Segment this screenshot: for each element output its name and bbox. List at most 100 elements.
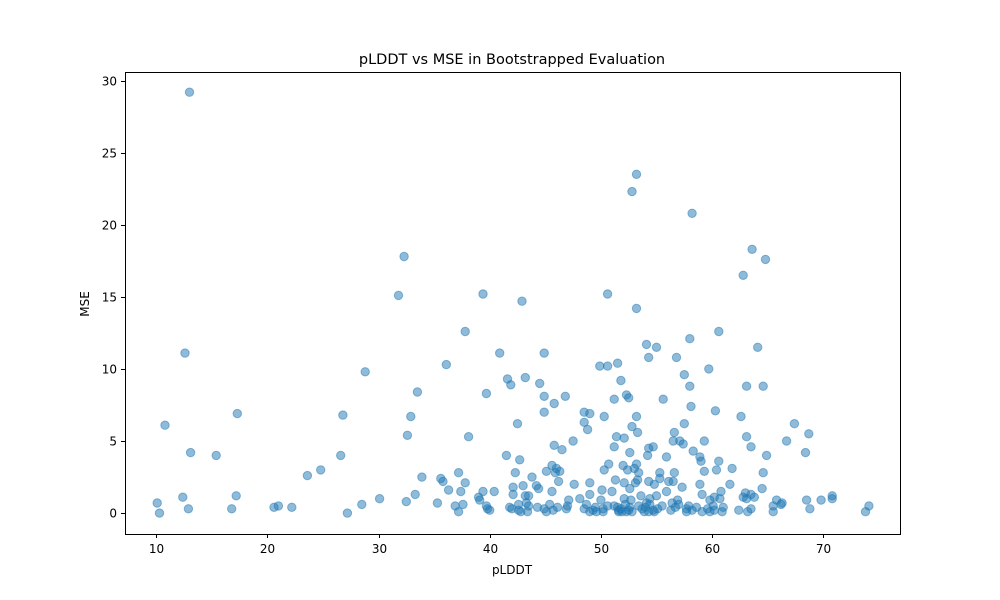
scatter-point: [622, 465, 633, 475]
scatter-point: [510, 468, 520, 478]
scatter-point: [609, 394, 619, 404]
scatter-point: [517, 296, 527, 306]
scatter-point: [561, 504, 572, 514]
scatter-point: [585, 408, 595, 419]
scatter-point: [360, 367, 370, 377]
scatter-point: [539, 391, 549, 401]
scatter-point: [154, 508, 165, 518]
scatter-point: [661, 486, 672, 497]
scatter-point: [402, 430, 413, 440]
scatter-point: [671, 352, 682, 363]
scatter-point: [357, 499, 367, 510]
scatter-point: [725, 479, 735, 489]
scatter-point: [757, 483, 767, 494]
scatter-point: [180, 348, 190, 358]
y-tick-label: 30: [102, 75, 117, 89]
scatter-point: [642, 450, 653, 461]
scatter-point: [685, 381, 695, 391]
scatter-point: [560, 391, 570, 401]
scatter-point: [678, 439, 688, 449]
scatter-point: [681, 507, 692, 517]
scatter-point: [598, 507, 608, 517]
y-axis-ticks: 0 5 10 15 20 25 30: [102, 75, 125, 521]
scatter-point: [760, 254, 771, 265]
scatter-point: [627, 421, 637, 432]
scatter-point: [789, 419, 800, 429]
scatter-point: [412, 387, 423, 397]
scatter-point: [557, 445, 567, 455]
scatter-point: [741, 432, 752, 442]
scatter-point: [539, 348, 549, 358]
scatter-point: [776, 499, 786, 510]
scatter-point: [478, 289, 488, 299]
scatter-point: [686, 401, 696, 412]
x-tick-label: 50: [594, 542, 609, 556]
chart-title: pLDDT vs MSE in Bootstrapped Evaluation: [359, 52, 665, 68]
scatter-point: [631, 411, 642, 422]
scatter-point: [539, 407, 549, 417]
y-tick-label: 5: [109, 435, 117, 449]
scatter-point: [152, 498, 162, 508]
scatter-point: [697, 489, 707, 500]
scatter-point: [679, 419, 689, 429]
scatter-point: [641, 339, 652, 350]
scatter-point: [669, 427, 679, 438]
scatter-point: [625, 483, 635, 494]
scatter-point: [549, 398, 559, 409]
scatter-point: [685, 334, 695, 344]
scatter-point: [460, 478, 470, 488]
scatter-point: [227, 504, 237, 514]
scatter-point: [569, 479, 579, 489]
scatter-point: [443, 485, 454, 495]
y-tick-label: 15: [102, 291, 117, 305]
scatter-point: [575, 494, 585, 504]
scatter-point: [651, 342, 662, 352]
scatter-point: [602, 361, 613, 371]
scatter-point: [485, 505, 495, 515]
x-tick-label: 40: [483, 542, 498, 556]
scatter-point: [607, 486, 617, 497]
scatter-point: [758, 381, 768, 391]
scatter-point: [747, 244, 757, 255]
y-tick-label: 10: [102, 363, 117, 377]
scatter-point: [463, 432, 474, 442]
x-tick-label: 10: [149, 542, 164, 556]
scatter-point: [410, 489, 420, 500]
scatter-point: [805, 504, 815, 514]
scatter-point: [501, 450, 512, 461]
x-axis-ticks: 10 20 30 40 50 60 70: [149, 534, 831, 556]
scatter-point: [738, 270, 748, 280]
scatter-point: [441, 359, 451, 370]
scatter-point: [374, 494, 385, 504]
scatter-point: [749, 492, 759, 502]
scatter-point: [302, 470, 313, 481]
scatter-point: [336, 450, 346, 461]
y-tick-label: 25: [102, 147, 117, 161]
scatter-point: [582, 424, 593, 435]
scatter-point: [711, 465, 722, 475]
y-tick-label: 20: [102, 219, 117, 233]
scatter-point: [705, 507, 715, 517]
scatter-point: [547, 486, 557, 497]
scatter-point: [695, 479, 705, 489]
scatter-point: [661, 452, 672, 462]
scatter-point: [489, 486, 499, 497]
scatter-point: [715, 494, 725, 504]
scatter-point: [636, 491, 646, 501]
scatter-point: [717, 507, 727, 517]
scatter-point: [481, 388, 492, 399]
scatter-point: [518, 481, 528, 491]
scatter-point: [714, 326, 724, 337]
scatter-point: [743, 507, 753, 517]
scatter-point: [287, 502, 297, 512]
scatter-point: [632, 427, 643, 438]
scatter-point: [741, 494, 752, 504]
scatter-point: [649, 479, 659, 489]
scatter-point: [699, 436, 709, 446]
scatter-point: [597, 485, 607, 495]
scatter-point: [495, 348, 505, 358]
scatter-point: [800, 447, 811, 458]
scatter-point: [746, 442, 756, 452]
